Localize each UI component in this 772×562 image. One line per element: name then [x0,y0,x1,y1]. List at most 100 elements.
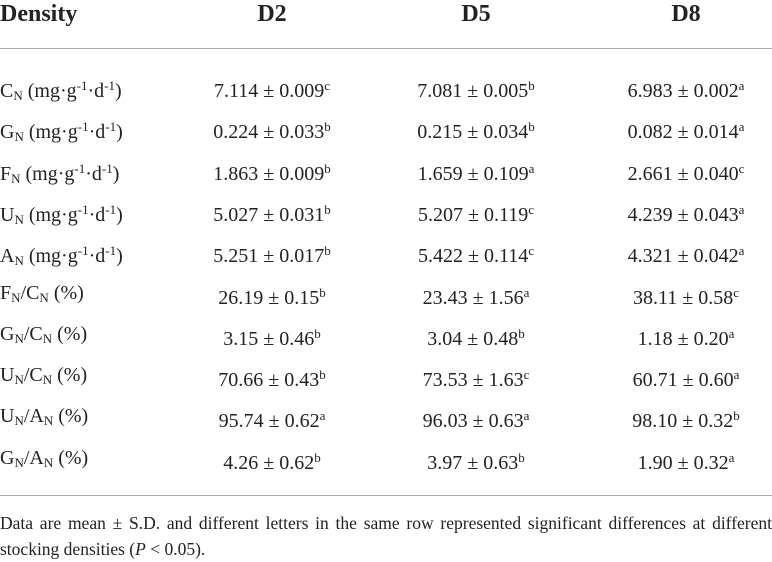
text-segment: < 0.05). [145,539,206,559]
table-cell: 38.11 ± 0.58c [633,281,739,310]
text-segment: (mg·g [23,121,78,144]
cell-value: 3.15 ± 0.46 [223,327,315,350]
significance-letter: c [523,367,530,383]
column-header: D5 [461,1,491,27]
table-cell: 1.659 ± 0.109a [418,157,535,186]
row-label: CN (mg·g-1·d-1) [0,74,122,108]
text-segment: ·d [88,245,106,268]
text-segment: A [0,245,15,268]
text-segment: ) [116,245,123,268]
header-rule [0,48,772,49]
table-cell: 3.04 ± 0.48b [427,322,524,351]
significance-letter: b [324,243,331,259]
text-segment: -1 [105,201,117,217]
table-cell: 98.10 ± 0.32b [632,404,739,433]
significance-letter: c [733,284,740,300]
column-header: Density [0,1,78,27]
row-label: AN (mg·g-1·d-1) [0,239,123,273]
table-cell: 5.207 ± 0.119c [418,198,534,227]
table-cell: 1.90 ± 0.32a [638,446,735,475]
text-segment: (%) [52,322,88,345]
text-segment: N [14,454,24,470]
text-segment: N [11,170,21,186]
significance-letter: b [518,325,525,341]
significance-letter: a [733,367,740,383]
text-segment: N [11,289,21,305]
text-segment: ) [114,80,122,102]
row-label: FN (mg·g-1·d-1) [0,157,119,191]
table-cell: 0.082 ± 0.014a [628,115,745,144]
significance-letter: b [314,325,321,341]
cell-value: 0.082 ± 0.014 [627,121,739,144]
significance-letter: b [324,160,331,176]
significance-letter: a [528,160,535,176]
table-cell: 3.15 ± 0.46b [223,322,320,351]
text-segment: ·d [88,203,106,226]
cell-value: 3.97 ± 0.63 [427,451,519,474]
footnote: Data are mean ± S.D. and different lette… [0,510,772,562]
table-cell: 1.18 ± 0.20a [638,322,735,351]
table-cell: 0.215 ± 0.034b [417,115,534,144]
text-segment: G [0,446,15,469]
significance-letter: b [314,449,321,465]
text-segment: N [39,289,49,305]
significance-letter: c [528,201,535,217]
cell-value: 4.26 ± 0.62 [223,451,315,474]
text-segment: (mg·g [23,245,78,268]
cell-value: 0.224 ± 0.033 [213,121,325,144]
row-label: FN/CN (%) [0,281,84,310]
text-segment: Data are mean ± S.D. and different lette… [0,513,772,559]
cell-value: 1.863 ± 0.009 [213,162,325,185]
text-segment: -1 [74,160,86,176]
significance-letter: b [324,201,331,217]
table-cell: 7.081 ± 0.005b [417,74,534,103]
text-segment: N [14,413,24,429]
text-segment: /C [20,281,40,304]
cell-value: 38.11 ± 0.58 [632,286,734,309]
significance-letter: a [523,284,530,300]
text-segment: -1 [77,243,89,259]
text-segment: -1 [76,78,88,93]
row-label: GN/AN (%) [0,446,88,475]
significance-letter: b [319,284,326,300]
text-segment: N [14,330,24,346]
cell-value: 60.71 ± 0.60 [632,369,734,392]
cell-value: 95.74 ± 0.62 [218,410,320,433]
text-segment: N [42,372,53,388]
text-segment: U [0,364,15,387]
text-segment: (%) [48,281,84,304]
text-segment: -1 [105,119,117,135]
table-cell: 5.251 ± 0.017b [213,239,330,268]
cell-value: 2.661 ± 0.040 [627,162,739,185]
table-cell: 60.71 ± 0.60a [633,363,740,392]
significance-letter: b [518,449,525,465]
text-segment: U [0,405,15,428]
cell-value: 0.215 ± 0.034 [417,121,529,144]
cell-value: 96.03 ± 0.63 [422,410,524,433]
cell-value: 7.081 ± 0.005 [417,80,529,102]
table-cell: 2.661 ± 0.040c [628,157,745,186]
text-segment: ) [116,203,123,226]
significance-letter: b [324,119,331,135]
row-label: GN/CN (%) [0,322,87,351]
table-cell: 1.863 ± 0.009b [213,157,330,186]
text-segment: -1 [77,201,89,217]
text-segment: N [14,253,24,269]
text-segment: U [0,203,15,226]
text-segment: (%) [53,446,89,469]
cell-value: 3.04 ± 0.48 [427,327,519,350]
cell-value: 4.239 ± 0.043 [627,203,739,226]
text-segment: -1 [77,119,89,135]
cell-value: 1.659 ± 0.109 [417,162,529,185]
text-segment: C [0,80,14,102]
text-segment: (%) [53,405,89,428]
text-segment: N [43,413,54,429]
table-cell: 4.321 ± 0.042a [628,239,745,268]
significance-letter: a [319,408,326,424]
table-cell: 5.027 ± 0.031b [213,198,330,227]
text-segment: G [0,121,15,144]
text-segment: (%) [52,364,88,387]
text-segment: (mg·g [20,162,75,185]
cell-value: 98.10 ± 0.32 [632,410,734,433]
